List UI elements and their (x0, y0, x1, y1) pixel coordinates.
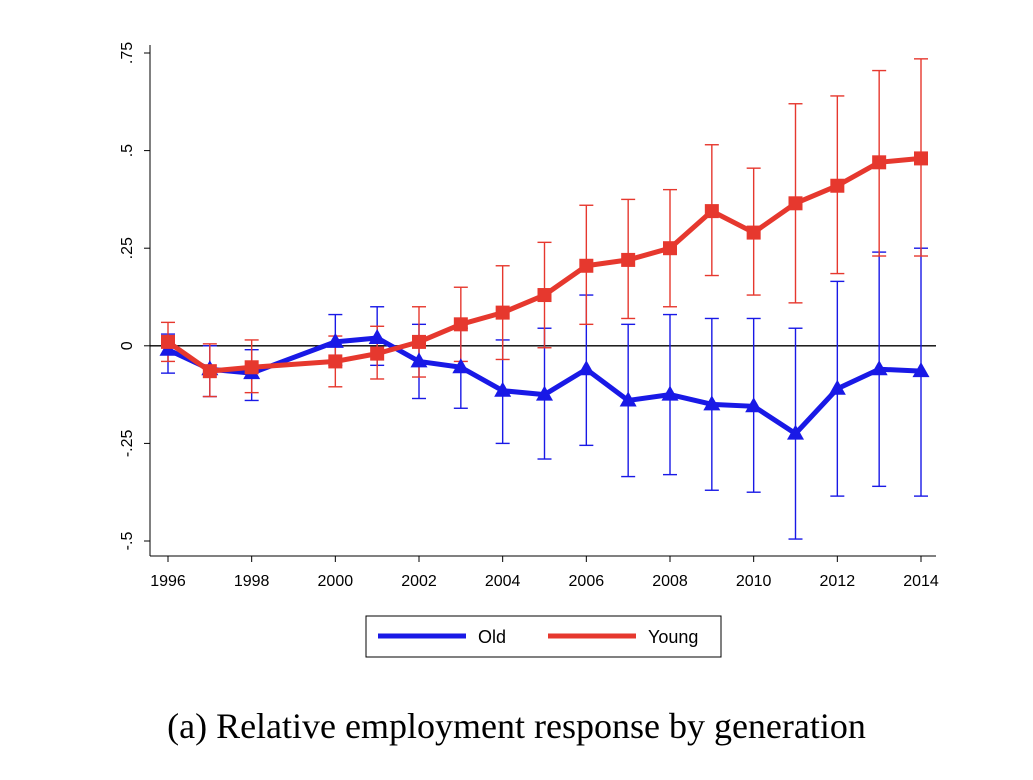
y-tick-label: .25 (119, 237, 136, 259)
x-tick-label: 2006 (569, 573, 605, 590)
chart-axes: -.5 -.25 0 .25 .5 .75 1996 1998 2000 2002 2004 2006… (119, 42, 939, 590)
data-point-square (872, 155, 887, 170)
y-tick-label: -.5 (119, 532, 136, 551)
x-tick-label: 1998 (234, 573, 270, 590)
x-tick-label: 2012 (820, 573, 856, 590)
data-point-square (537, 288, 552, 303)
data-point-triangle (661, 385, 679, 401)
data-point-triangle (494, 381, 512, 397)
data-point-triangle (452, 358, 470, 374)
data-point-square (202, 364, 217, 379)
chart-svg: -.5 -.25 0 .25 .5 .75 1996 1998 2000 2002 2004 2006… (119, 42, 939, 658)
data-point-square (370, 346, 385, 361)
data-point-square (746, 225, 761, 240)
x-tick-label: 2004 (485, 573, 521, 590)
data-point-square (453, 317, 468, 332)
data-point-triangle (870, 360, 888, 376)
data-point-triangle (326, 332, 344, 348)
data-point-square (788, 196, 803, 211)
data-point-triangle (536, 385, 553, 401)
y-tick-label: .5 (119, 144, 136, 157)
series-line (166, 335, 922, 437)
data-point-triangle (577, 360, 595, 376)
x-tick-label: 2002 (401, 573, 437, 590)
figure-caption: (a) Relative employment response by gene… (167, 706, 866, 746)
data-point-square (412, 334, 426, 349)
data-point-square (704, 204, 719, 219)
chart-legend: Old Young (365, 615, 722, 658)
data-point-square (161, 334, 175, 349)
data-point-square (830, 178, 845, 193)
data-point-square (244, 360, 259, 375)
data-point-triangle (368, 328, 386, 344)
data-point-square (663, 241, 677, 256)
data-point-triangle (787, 424, 804, 440)
data-point-triangle (912, 362, 930, 378)
data-point-triangle (828, 379, 846, 395)
series-young (161, 151, 928, 379)
legend-label-old: Old (478, 627, 506, 647)
x-tick-label: 2000 (318, 573, 354, 590)
data-point-square (621, 252, 636, 267)
series-old (159, 328, 930, 440)
y-tick-label: 0 (119, 341, 136, 350)
data-point-triangle (745, 397, 763, 413)
y-tick-label: -.25 (119, 430, 136, 458)
y-tick-label: .75 (119, 42, 136, 64)
x-tick-label: 2010 (736, 573, 772, 590)
confidence-intervals (161, 58, 928, 540)
x-tick-label: 2008 (652, 573, 688, 590)
data-point-square (914, 151, 928, 166)
series-lines (159, 151, 930, 440)
legend-label-young: Young (648, 627, 698, 647)
x-tick-label: 2014 (903, 573, 939, 590)
data-point-square (495, 305, 510, 320)
data-point-triangle (410, 352, 428, 368)
data-point-square (328, 354, 343, 369)
x-tick-label: 1996 (150, 573, 186, 590)
data-point-square (579, 258, 594, 273)
data-point-triangle (703, 395, 721, 411)
data-point-triangle (619, 391, 637, 407)
